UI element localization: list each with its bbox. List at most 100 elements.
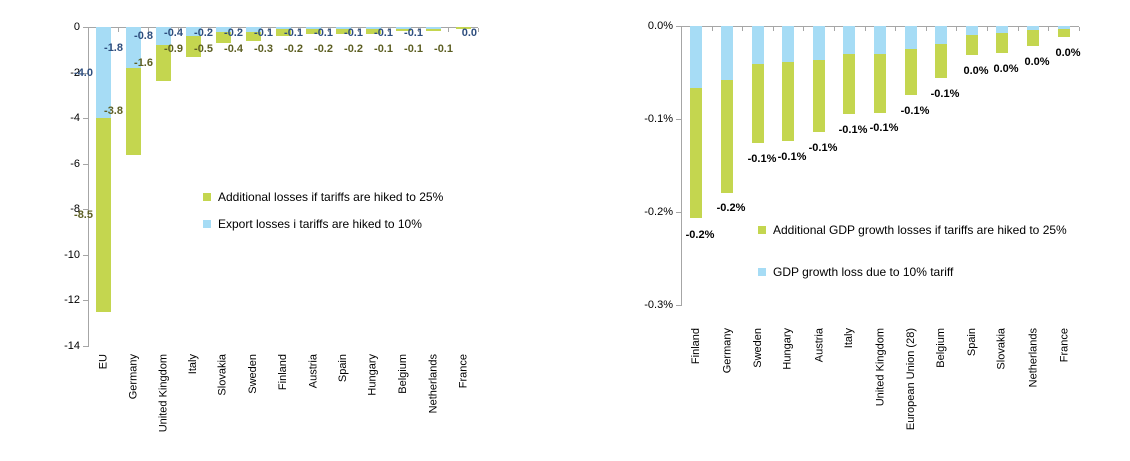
bar-segment-tariff10 (874, 26, 886, 54)
bar-total-label: -0.1% (777, 151, 807, 163)
bar-segment-tariff10 (216, 27, 231, 32)
bar-segment-tariff25 (426, 29, 441, 31)
bar-segment-tariff10 (843, 26, 855, 54)
bar-value-label: -0.5 (194, 43, 213, 55)
x-category-label: Hungary (782, 328, 794, 370)
bar-total-label: -0.1% (930, 88, 960, 100)
x-axis-tick (834, 27, 835, 31)
x-axis-tick (803, 27, 804, 31)
x-axis-tick (956, 27, 957, 31)
y-axis-tick (83, 209, 88, 210)
x-category-label: Sweden (752, 328, 764, 368)
bar-segment-tariff25 (276, 29, 291, 36)
bar-segment-tariff25 (186, 36, 201, 57)
x-category-label: Slovakia (996, 328, 1008, 370)
bar-value-label: -0.1 (404, 27, 423, 39)
legend-item: Export losses i tariffs are hiked to 10% (203, 217, 443, 231)
x-axis-tick (448, 28, 449, 32)
bar-segment-tariff25 (721, 80, 733, 193)
bar-value-label: -1.6 (134, 57, 153, 69)
x-axis-tick (298, 28, 299, 32)
y-axis-tick (676, 212, 681, 213)
bar-total-label: -0.1% (900, 105, 930, 117)
bar-value-label: -0.1 (284, 27, 303, 39)
bar-value-label: -0.2 (194, 27, 213, 39)
bar-value-label: -1.8 (104, 42, 123, 54)
bar-value-label: -0.1 (434, 43, 453, 55)
y-axis-tick (83, 300, 88, 301)
bar-segment-tariff25 (996, 33, 1008, 53)
y-axis-tick (83, 27, 88, 28)
y-axis-tick (83, 255, 88, 256)
x-axis-tick (268, 28, 269, 32)
y-tick-label: -10 (64, 249, 80, 261)
bar-segment-tariff10 (156, 27, 171, 45)
legend-label: Export losses i tariffs are hiked to 10% (218, 217, 422, 231)
x-axis-tick (865, 27, 866, 31)
legend-item: Additional GDP growth losses if tariffs … (758, 223, 1067, 237)
legend-label: GDP growth loss due to 10% tariff (773, 265, 954, 279)
bar-value-label: -0.1 (404, 43, 423, 55)
bar-segment-tariff25 (874, 54, 886, 113)
bar-total-label: -0.2% (716, 202, 746, 214)
x-axis-tick (118, 28, 119, 32)
bar-segment-tariff10 (690, 26, 702, 88)
bar-total-label: 0.0% (1055, 47, 1081, 59)
x-axis-tick (418, 28, 419, 32)
x-axis-tick (328, 28, 329, 32)
bar-segment-tariff10 (905, 26, 917, 49)
bar-segment-tariff25 (396, 29, 411, 31)
y-tick-label: -0.2% (644, 206, 673, 218)
bar-total-label: -0.1% (838, 124, 868, 136)
x-category-label: Spain (966, 328, 978, 357)
bar-segment-tariff10 (1027, 26, 1039, 30)
x-axis-tick (238, 28, 239, 32)
bar-value-label: -0.1 (344, 27, 363, 39)
bar-segment-tariff25 (690, 88, 702, 218)
x-category-label: Italy (843, 328, 855, 349)
bar-value-label: -0.1 (254, 27, 273, 39)
bar-segment-tariff10 (276, 27, 291, 29)
bar-segment-tariff25 (843, 54, 855, 114)
bar-segment-tariff10 (186, 27, 201, 36)
legend-swatch-export-losses-10-icon (203, 220, 211, 228)
legend-label: Additional GDP growth losses if tariffs … (773, 223, 1067, 237)
x-category-label: Austria (813, 328, 825, 363)
bar-value-label: -0.2 (344, 43, 363, 55)
bar-segment-tariff10 (306, 27, 321, 29)
y-axis-tick (83, 346, 88, 347)
y-tick-label: -0.3% (644, 299, 673, 311)
x-axis-tick (712, 27, 713, 31)
bar-total-label: 0.0% (993, 63, 1019, 75)
bar-segment-tariff25 (905, 49, 917, 95)
bar-value-label: -0.1 (374, 43, 393, 55)
bar-value-label: -0.2 (224, 27, 243, 39)
bar-value-label: 0.0 (461, 27, 477, 39)
bar-segment-tariff25 (216, 32, 231, 43)
bar-value-label: -4.0 (74, 67, 93, 79)
bar-segment-tariff25 (306, 29, 321, 34)
x-axis-tick (1018, 27, 1019, 31)
y-axis-tick (676, 119, 681, 120)
y-axis-tick (676, 26, 681, 27)
bar-value-label: -0.2 (284, 43, 303, 55)
y-tick-label: 0.0% (647, 20, 673, 32)
x-axis-tick (895, 27, 896, 31)
bar-value-label: -8.5 (74, 209, 93, 221)
x-axis-tick (148, 28, 149, 32)
bar-segment-tariff25 (752, 64, 764, 143)
y-tick-label: -8 (70, 203, 80, 215)
bar-value-label: -0.1 (374, 27, 393, 39)
bar-total-label: -0.1% (747, 153, 777, 165)
legend-label: Additional losses if tariffs are hiked t… (218, 190, 444, 204)
x-axis-tick (773, 27, 774, 31)
bar-segment-tariff25 (96, 118, 111, 312)
bar-segment-tariff10 (966, 26, 978, 35)
bar-segment-tariff25 (966, 35, 978, 55)
bar-value-label: -3.8 (104, 105, 123, 117)
bar-segment-tariff25 (126, 68, 141, 155)
y-tick-label: -0.1% (644, 113, 673, 125)
bar-segment-tariff10 (396, 27, 411, 29)
